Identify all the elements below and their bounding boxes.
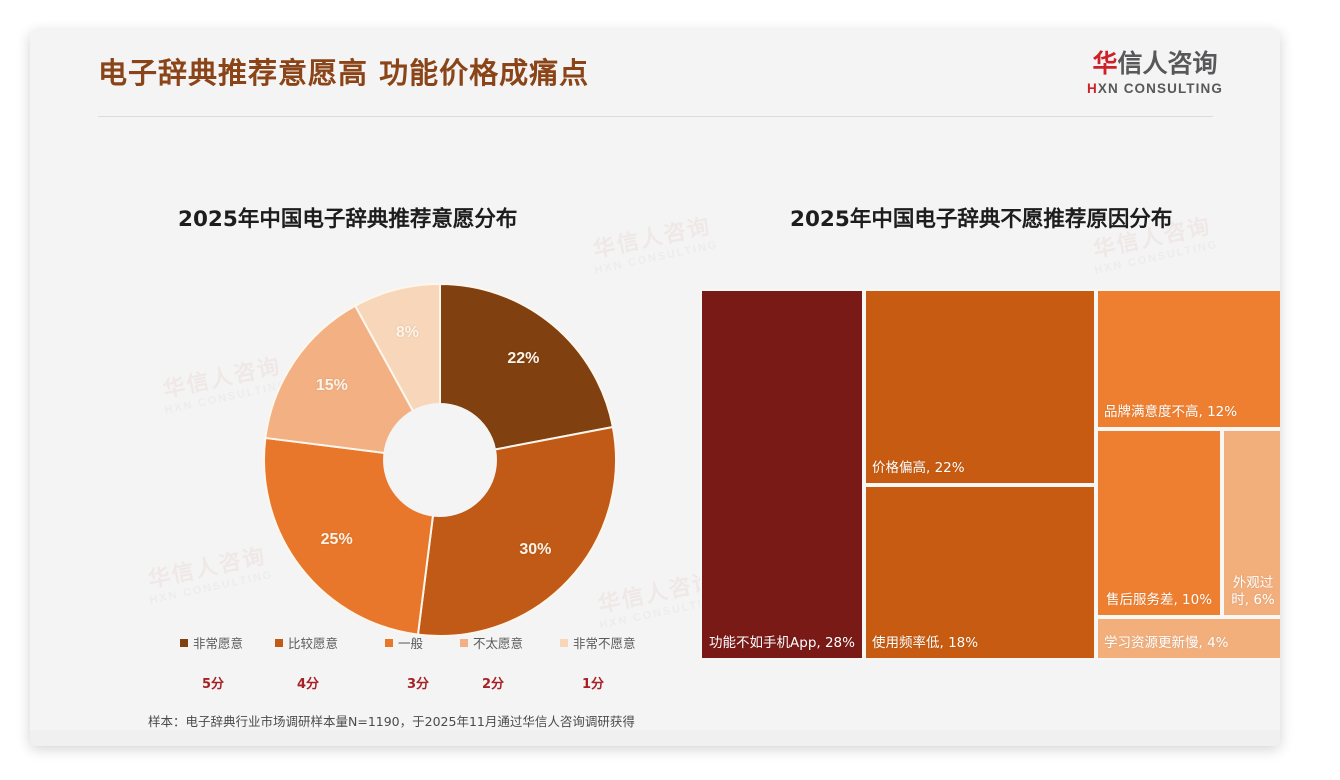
donut-svg — [263, 282, 617, 637]
legend-item[interactable]: 比较愿意 — [275, 633, 338, 652]
page-title: 电子辞典推荐意愿高 功能价格成痛点 — [98, 56, 590, 90]
donut-hole — [383, 403, 497, 517]
donut-slice-label: 30% — [519, 540, 552, 558]
donut-slice[interactable] — [264, 304, 442, 462]
legend-item[interactable]: 非常不愿意 — [560, 633, 636, 652]
score-label: 3分 — [407, 677, 430, 692]
slide-card: 电子辞典推荐意愿高 功能价格成痛点 华信人咨询 HXN CONSULTING 华… — [30, 30, 1280, 746]
legend-label: 非常愿意 — [193, 636, 244, 651]
donut-slice-label: 8% — [395, 324, 420, 342]
treemap-tile[interactable]: 售后服务差, 10% — [1096, 429, 1222, 617]
watermark-en: HXN CONSULTING — [593, 238, 720, 277]
legend-swatch-icon — [385, 639, 393, 647]
logo-cn-rest: 信人咨询 — [1117, 49, 1218, 78]
logo-chinese: 华信人咨询 — [1070, 50, 1240, 78]
treemap-tile[interactable]: 学习资源更新慢, 4% — [1096, 617, 1280, 660]
legend-swatch-icon — [560, 639, 568, 647]
legend-label: 不太愿意 — [473, 636, 524, 651]
legend-swatch-icon — [460, 639, 468, 647]
sample-footnote: 样本：电子辞典行业市场调研样本量N=1190，于2025年11月通过华信人咨询调… — [148, 714, 635, 729]
donut-slice-label: 22% — [507, 350, 540, 368]
score-label: 1分 — [582, 677, 605, 692]
legend-label: 非常不愿意 — [573, 636, 636, 651]
donut-slice[interactable] — [439, 282, 615, 462]
legend-label: 比较愿意 — [288, 636, 339, 651]
legend-swatch-icon — [275, 639, 283, 647]
donut-slice-label: 25% — [320, 531, 353, 549]
header-divider — [98, 116, 1213, 117]
watermark-en: HXN CONSULTING — [1093, 238, 1220, 277]
left-chart-title: 2025年中国电子辞典推荐意愿分布 — [178, 207, 518, 232]
logo-en-rest: XN CONSULTING — [1097, 80, 1223, 96]
logo-english: HXN CONSULTING — [1070, 81, 1240, 96]
logo-hua-char: 华 — [1092, 49, 1118, 78]
treemap-tile[interactable]: 品牌满意度不高, 12% — [1096, 289, 1280, 429]
reasons-treemap-chart: 功能不如手机App, 28% 价格偏高, 22% 使用频率低, 18% 品牌满意度不高… — [700, 289, 1280, 660]
right-chart-title: 2025年中国电子辞典不愿推荐原因分布 — [790, 207, 1173, 232]
treemap-tile-label: 外观过时, 6% — [1231, 575, 1275, 609]
legend-item[interactable]: 一般 — [385, 633, 423, 652]
legend-item[interactable]: 非常愿意 — [180, 633, 243, 652]
donut-slice-label: 15% — [315, 377, 348, 395]
score-label: 4分 — [297, 677, 320, 692]
treemap-tile[interactable]: 价格偏高, 22% — [864, 289, 1096, 485]
treemap-tile[interactable]: 使用频率低, 18% — [864, 485, 1096, 660]
watermark-en: HXN CONSULTING — [148, 568, 275, 607]
treemap-tile[interactable]: 功能不如手机App, 28% — [700, 289, 864, 660]
slide-header: 电子辞典推荐意愿高 功能价格成痛点 华信人咨询 HXN CONSULTING — [30, 30, 1280, 122]
company-logo: 华信人咨询 HXN CONSULTING — [1070, 50, 1240, 96]
treemap-tile-label: 售后服务差, 10% — [1105, 592, 1213, 609]
watermark-cn: 华信人咨询 — [146, 543, 269, 594]
donut-legend: 非常愿意 比较愿意 一般 不太愿意 非常不愿意 — [180, 633, 660, 651]
slide-footer: ©2026.1 HXR华信人咨询 www.hxrcon.com — [30, 730, 1280, 746]
treemap-tile[interactable]: 外观过时, 6% — [1222, 429, 1280, 617]
score-scale-row: 5分 4分 3分 2分 1分 — [180, 673, 660, 693]
watermark-cn: 华信人咨询 — [591, 213, 714, 264]
treemap-tile-label: 使用频率低, 18% — [872, 635, 979, 652]
treemap-tile-label: 功能不如手机App, 28% — [709, 635, 855, 652]
treemap-tile-label: 品牌满意度不高, 12% — [1104, 404, 1238, 421]
watermark: 华信人咨询 HXN CONSULTING — [142, 537, 275, 607]
logo-h-char: H — [1087, 80, 1098, 96]
watermark: 华信人咨询 HXN CONSULTING — [587, 207, 720, 277]
treemap-tile-label: 价格偏高, 22% — [872, 460, 965, 477]
recommendation-donut-chart: 22% 30% 25% 15% 8% — [262, 282, 618, 638]
legend-label: 一般 — [398, 636, 424, 651]
legend-item[interactable]: 不太愿意 — [460, 633, 523, 652]
legend-swatch-icon — [180, 639, 188, 647]
treemap-tile-label: 学习资源更新慢, 4% — [1104, 635, 1229, 652]
score-label: 2分 — [482, 677, 505, 692]
score-label: 5分 — [202, 677, 225, 692]
